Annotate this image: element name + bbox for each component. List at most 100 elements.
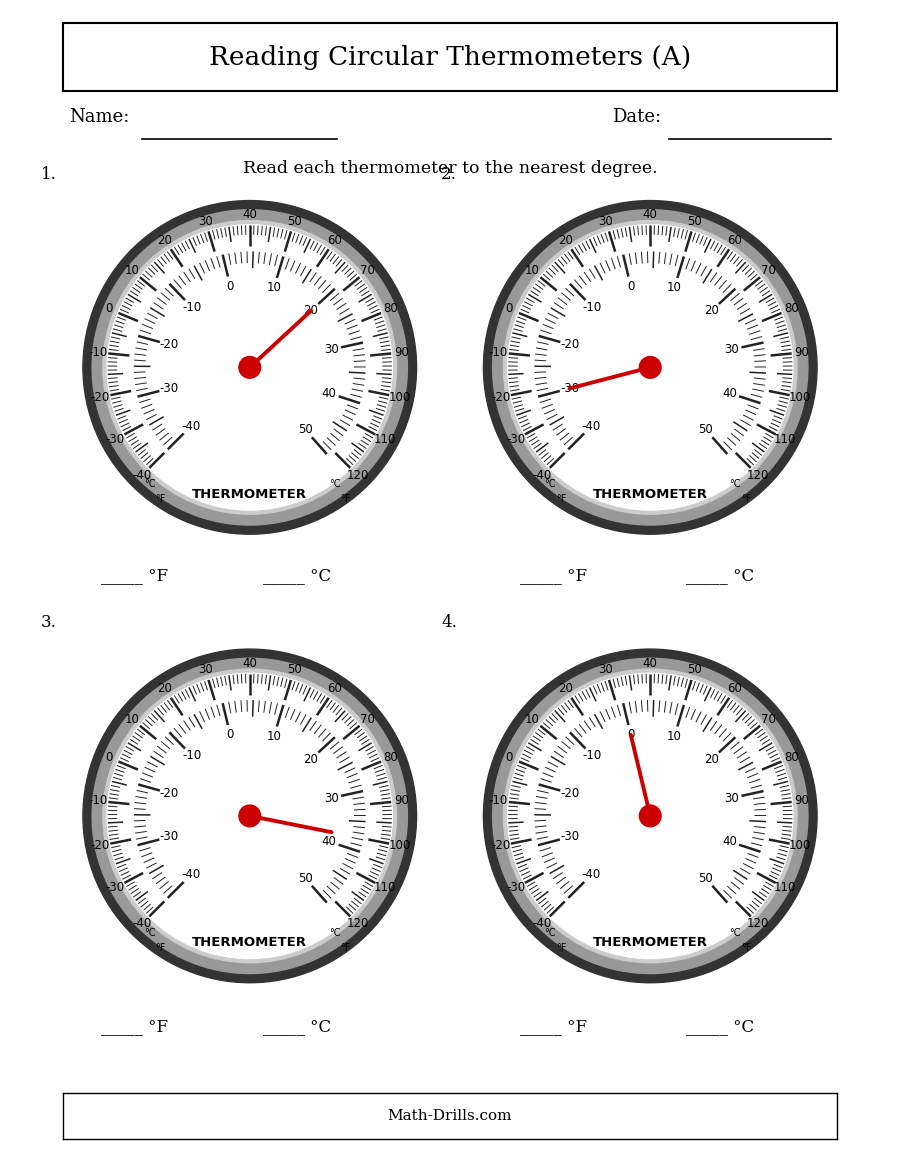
Text: 50: 50 (298, 423, 312, 436)
Text: °F: °F (556, 494, 566, 504)
Text: 20: 20 (303, 753, 319, 765)
Text: 90: 90 (394, 346, 410, 359)
Text: 10: 10 (266, 729, 282, 742)
Circle shape (503, 669, 797, 962)
Text: °F: °F (741, 494, 751, 504)
Text: 30: 30 (198, 663, 212, 677)
Text: °F: °F (556, 942, 566, 953)
Text: 10: 10 (525, 264, 540, 277)
Text: -20: -20 (90, 390, 110, 403)
Text: 110: 110 (774, 433, 796, 446)
Circle shape (92, 210, 408, 525)
Text: 50: 50 (287, 214, 302, 228)
Text: _____ °F: _____ °F (102, 567, 168, 584)
Text: 70: 70 (760, 264, 776, 277)
Text: 90: 90 (795, 346, 810, 359)
Text: 20: 20 (704, 753, 719, 765)
Text: 0: 0 (105, 751, 112, 764)
Text: THERMOMETER: THERMOMETER (193, 937, 307, 949)
Text: -30: -30 (560, 831, 579, 843)
Text: -40: -40 (533, 917, 552, 931)
Text: -40: -40 (181, 419, 201, 433)
Circle shape (639, 356, 662, 379)
Text: 80: 80 (784, 751, 798, 764)
Circle shape (83, 649, 417, 983)
Text: 60: 60 (727, 234, 742, 247)
Text: 60: 60 (727, 683, 742, 696)
Circle shape (503, 220, 797, 514)
Text: 70: 70 (360, 264, 375, 277)
Text: 40: 40 (722, 835, 737, 848)
Text: 10: 10 (124, 264, 140, 277)
Text: Reading Circular Thermometers (A): Reading Circular Thermometers (A) (209, 44, 691, 70)
Text: THERMOMETER: THERMOMETER (593, 488, 707, 501)
Text: 0: 0 (227, 280, 234, 292)
Text: 0: 0 (627, 728, 634, 741)
Text: 20: 20 (558, 683, 573, 696)
Circle shape (103, 220, 397, 514)
Text: 20: 20 (158, 683, 173, 696)
Text: 80: 80 (383, 303, 398, 316)
Text: °C: °C (144, 927, 156, 938)
Circle shape (492, 210, 808, 525)
Text: 20: 20 (303, 304, 319, 317)
Text: 70: 70 (760, 713, 776, 726)
Text: 0: 0 (627, 280, 634, 292)
Text: -20: -20 (561, 338, 580, 351)
Text: -30: -30 (560, 382, 579, 395)
Text: °C: °C (730, 479, 741, 489)
Text: °F: °F (741, 942, 751, 953)
Text: °F: °F (156, 942, 166, 953)
Text: 40: 40 (643, 657, 658, 670)
Text: _____ °F: _____ °F (102, 1018, 168, 1035)
Circle shape (483, 200, 817, 535)
Text: Name:: Name: (69, 108, 130, 126)
Text: 120: 120 (346, 468, 369, 482)
Text: 30: 30 (324, 343, 338, 356)
Text: 0: 0 (227, 728, 234, 741)
Text: 40: 40 (643, 209, 658, 221)
Text: -20: -20 (561, 786, 580, 799)
Text: -30: -30 (506, 882, 526, 895)
Text: -40: -40 (181, 868, 201, 882)
Text: 3.: 3. (40, 614, 57, 631)
Text: 100: 100 (788, 839, 811, 852)
Text: _____ °C: _____ °C (686, 567, 754, 584)
Text: -20: -20 (491, 390, 510, 403)
Text: 10: 10 (667, 729, 682, 742)
Circle shape (483, 649, 817, 983)
Text: 0: 0 (506, 303, 513, 316)
Text: 100: 100 (388, 839, 410, 852)
Text: 10: 10 (124, 713, 140, 726)
Text: 50: 50 (698, 871, 713, 884)
Text: 30: 30 (724, 343, 739, 356)
Circle shape (103, 669, 397, 962)
Text: 10: 10 (266, 281, 282, 294)
Text: 80: 80 (784, 303, 798, 316)
Text: -20: -20 (160, 338, 179, 351)
Text: 120: 120 (747, 468, 770, 482)
Text: 20: 20 (158, 234, 173, 247)
Text: Date:: Date: (612, 108, 662, 126)
Text: 30: 30 (598, 663, 613, 677)
Text: 0: 0 (105, 303, 112, 316)
Text: 100: 100 (388, 390, 410, 403)
Text: _____ °F: _____ °F (520, 1018, 587, 1035)
Text: THERMOMETER: THERMOMETER (193, 488, 307, 501)
Text: -10: -10 (88, 795, 107, 807)
Text: 4.: 4. (441, 614, 457, 631)
Text: -20: -20 (491, 839, 510, 852)
Text: 50: 50 (688, 663, 702, 677)
Text: -30: -30 (159, 382, 178, 395)
Circle shape (83, 200, 417, 535)
Text: _____ °F: _____ °F (520, 567, 587, 584)
Text: 40: 40 (321, 835, 337, 848)
Circle shape (107, 225, 392, 510)
Text: 80: 80 (383, 751, 398, 764)
Text: -40: -40 (581, 868, 601, 882)
Text: -20: -20 (160, 786, 179, 799)
Text: 40: 40 (242, 209, 257, 221)
Text: 50: 50 (698, 423, 713, 436)
Text: _____ °C: _____ °C (263, 567, 331, 584)
Text: 100: 100 (788, 390, 811, 403)
